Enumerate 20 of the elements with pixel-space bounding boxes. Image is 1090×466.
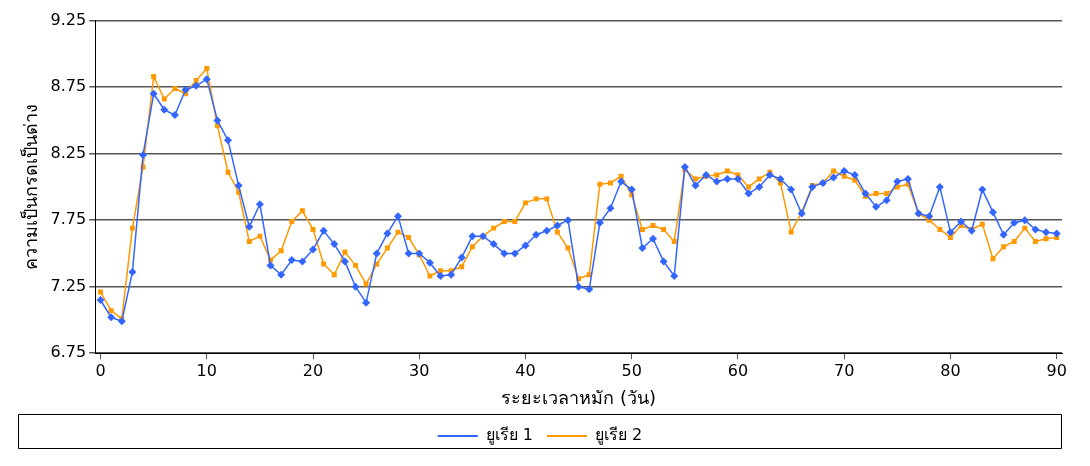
y-tick-label: 8.75 — [50, 76, 87, 96]
x-tick-label: 0 — [95, 360, 106, 380]
y-tick-label: 6.75 — [50, 342, 87, 362]
legend-label: ยูเรีย 2 — [595, 425, 643, 446]
y-tick-label: 7.25 — [50, 275, 87, 295]
x-tick-label: 20 — [302, 360, 324, 380]
x-tick-label: 50 — [621, 360, 642, 380]
x-tick-label: 90 — [1046, 360, 1067, 380]
x-axis-title: ระยะเวลาหมัก (วัน) — [501, 386, 656, 408]
legend-label: ยูเรีย 1 — [485, 425, 533, 446]
x-tick-label: 60 — [727, 360, 749, 380]
y-tick-label: 8.25 — [50, 142, 87, 162]
x-tick-label: 40 — [515, 360, 536, 380]
x-tick-label: 80 — [940, 360, 961, 380]
x-tick-label: 10 — [196, 360, 217, 380]
y-axis-title: ความเป็นกรดเป็นด่าง — [19, 103, 42, 270]
y-tick-label: 7.75 — [50, 209, 87, 229]
y-tick-label: 9.25 — [50, 9, 87, 29]
x-tick-label: 70 — [834, 360, 855, 380]
x-tick-label: 30 — [409, 360, 430, 380]
